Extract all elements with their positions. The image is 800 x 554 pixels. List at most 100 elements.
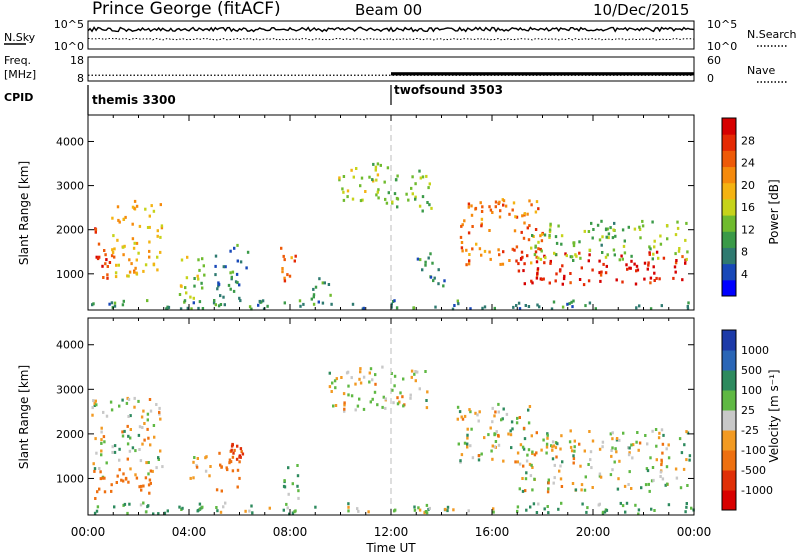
velocity-cell bbox=[133, 396, 136, 400]
power-cell bbox=[294, 254, 297, 258]
power-cell bbox=[488, 229, 491, 232]
velocity-cell bbox=[581, 502, 584, 506]
velocity-cell bbox=[578, 442, 581, 446]
power-cell bbox=[537, 247, 540, 251]
velocity-cell bbox=[100, 438, 103, 442]
velocity-cell bbox=[665, 465, 669, 469]
velocity-cell bbox=[487, 433, 490, 437]
velocity-cell bbox=[477, 419, 480, 423]
power-cell bbox=[635, 306, 638, 310]
power-cell bbox=[118, 220, 121, 224]
velocity-cell bbox=[192, 476, 195, 480]
power-cell bbox=[214, 254, 218, 258]
power-cell bbox=[540, 249, 543, 253]
velocity-cell bbox=[586, 506, 589, 510]
velocity-cell bbox=[101, 476, 104, 480]
velocity-cell bbox=[490, 449, 493, 453]
velocity-colorbar-tick-label: 25 bbox=[741, 404, 755, 417]
velocity-cell bbox=[551, 448, 554, 452]
power-cell bbox=[113, 304, 117, 308]
velocity-cell bbox=[95, 509, 99, 513]
velocity-cell bbox=[483, 436, 486, 440]
power-cell bbox=[414, 197, 417, 201]
velocity-cell bbox=[268, 506, 271, 510]
velocity-cell bbox=[92, 399, 95, 403]
power-cell bbox=[293, 259, 296, 263]
power-cell bbox=[539, 247, 542, 251]
velocity-cell bbox=[527, 408, 530, 412]
power-cell bbox=[132, 246, 136, 250]
power-cell bbox=[395, 178, 398, 182]
velocity-cell bbox=[129, 414, 132, 418]
power-cell bbox=[342, 190, 345, 194]
power-cell bbox=[613, 253, 616, 257]
velocity-cell bbox=[516, 460, 519, 464]
velocity-cell bbox=[231, 455, 235, 459]
power-colorbar-swatch bbox=[722, 263, 736, 281]
power-cell bbox=[128, 270, 132, 274]
velocity-ylabel: Slant Range [km] bbox=[17, 365, 31, 469]
power-cell bbox=[283, 276, 286, 280]
power-cell bbox=[483, 305, 487, 309]
velocity-cell bbox=[161, 465, 164, 469]
power-cell bbox=[590, 221, 593, 225]
velocity-cell bbox=[637, 508, 641, 512]
velocity-cell bbox=[425, 503, 429, 507]
velocity-cell bbox=[609, 473, 613, 477]
power-cell bbox=[478, 247, 482, 251]
power-cell bbox=[231, 270, 235, 274]
power-cell bbox=[312, 302, 316, 306]
power-cell bbox=[113, 301, 117, 305]
power-cell bbox=[184, 286, 187, 290]
power-cell bbox=[108, 261, 112, 264]
power-cell bbox=[555, 272, 558, 276]
power-cell bbox=[142, 269, 145, 273]
power-cell bbox=[684, 238, 687, 242]
power-cell bbox=[159, 235, 162, 239]
power-cell bbox=[411, 192, 414, 196]
velocity-cell bbox=[145, 461, 148, 465]
power-cell bbox=[250, 307, 253, 311]
velocity-cell bbox=[558, 469, 561, 473]
velocity-cell bbox=[158, 412, 161, 416]
power-cell bbox=[638, 225, 641, 229]
velocity-cell bbox=[651, 466, 655, 469]
velocity-colorbar-tick-label: 100 bbox=[741, 384, 762, 397]
power-cell bbox=[150, 204, 153, 208]
power-cell bbox=[535, 260, 539, 264]
power-cell bbox=[572, 299, 575, 303]
power-cell bbox=[425, 174, 428, 178]
power-ytick-label: 2000 bbox=[56, 224, 84, 237]
power-cell bbox=[286, 273, 289, 277]
power-cell bbox=[106, 265, 109, 268]
power-colorbar-tick-label: 12 bbox=[741, 223, 755, 236]
velocity-cell bbox=[686, 431, 690, 435]
velocity-cell bbox=[362, 375, 366, 379]
velocity-cell bbox=[685, 458, 688, 462]
power-cell bbox=[134, 266, 137, 270]
power-cell bbox=[676, 226, 680, 230]
power-cell bbox=[245, 266, 248, 270]
velocity-cell bbox=[343, 407, 346, 411]
power-colorbar-label: Power [dB] bbox=[767, 179, 781, 244]
power-cell bbox=[488, 250, 491, 254]
power-cell bbox=[568, 302, 571, 306]
velocity-cell bbox=[551, 457, 555, 461]
power-cell bbox=[480, 253, 483, 257]
velocity-cell bbox=[444, 507, 447, 511]
power-cell bbox=[612, 228, 615, 232]
velocity-cell bbox=[684, 510, 687, 514]
velocity-cell bbox=[367, 510, 370, 514]
velocity-cell bbox=[531, 466, 534, 469]
power-cell bbox=[641, 224, 645, 228]
power-cell bbox=[685, 221, 688, 225]
power-cell bbox=[96, 257, 100, 261]
power-cell bbox=[569, 255, 572, 259]
power-cell bbox=[526, 212, 529, 216]
power-colorbar-tick-label: 20 bbox=[741, 179, 755, 192]
power-cell bbox=[146, 226, 150, 229]
power-axes: 1000 2000 3000 4000 bbox=[56, 115, 695, 310]
power-cell bbox=[421, 268, 424, 272]
velocity-cell bbox=[552, 444, 556, 448]
velocity-cell bbox=[543, 507, 546, 511]
